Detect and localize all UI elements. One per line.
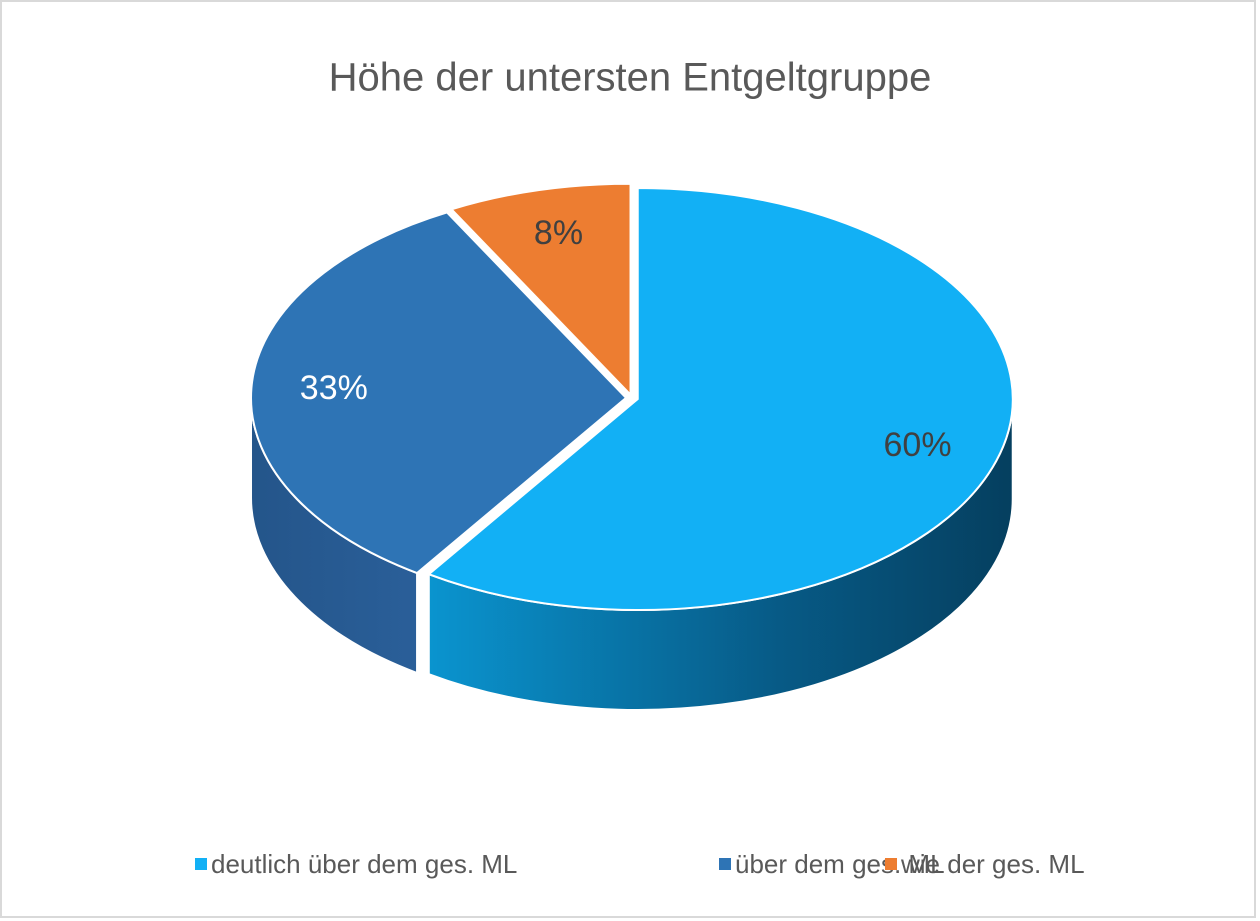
legend-swatch	[885, 858, 897, 870]
chart-title: Höhe der untersten Entgeltgruppe	[329, 56, 932, 100]
data-label: 33%	[300, 369, 368, 407]
slice	[250, 211, 628, 575]
legend-label: über dem ges. ML	[735, 849, 945, 879]
legend-swatch	[195, 858, 207, 870]
slice	[426, 186, 1014, 611]
data-label: 60%	[884, 426, 952, 464]
legend-label: wie der ges. ML	[900, 849, 1085, 879]
data-label: 8%	[534, 214, 583, 252]
legend-label: deutlich über dem ges. ML	[211, 849, 517, 879]
slice	[449, 182, 632, 398]
legend-swatch	[719, 858, 731, 870]
